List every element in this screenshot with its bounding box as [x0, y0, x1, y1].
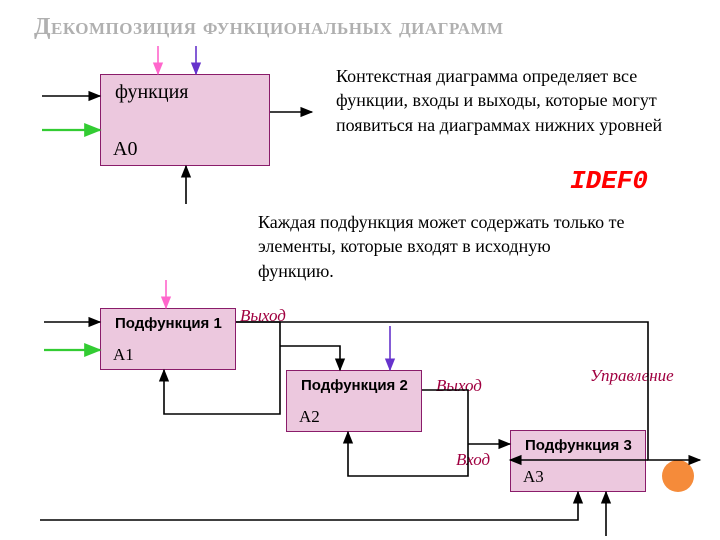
paragraph-subfunction: Каждая подфункция может содержать только…: [258, 210, 628, 283]
box-a3: Подфункция 3 A3: [510, 430, 646, 492]
label-in: Вход: [456, 450, 490, 470]
box-a2: Подфункция 2 A2: [286, 370, 422, 432]
box-a1-code: A1: [113, 345, 134, 365]
box-a2-title: Подфункция 2: [287, 371, 421, 394]
box-a3-title: Подфункция 3: [511, 431, 645, 454]
box-a0-code: A0: [113, 138, 137, 161]
paragraph-context: Контекстная диаграмма определяет все фун…: [336, 64, 696, 137]
idef0-label: IDEF0: [570, 166, 648, 196]
label-out1: Выход: [240, 306, 286, 326]
page-title: Декомпозиция функциональных диаграмм: [34, 14, 504, 41]
box-a2-code: A2: [299, 407, 320, 427]
box-a3-code: A3: [523, 467, 544, 487]
box-a0-title: функция: [101, 75, 269, 104]
label-out2: Выход: [436, 376, 482, 396]
box-a0: функция A0: [100, 74, 270, 166]
box-a1-title: Подфункция 1: [101, 309, 235, 332]
label-control: Управление: [590, 366, 674, 386]
box-a1: Подфункция 1 A1: [100, 308, 236, 370]
